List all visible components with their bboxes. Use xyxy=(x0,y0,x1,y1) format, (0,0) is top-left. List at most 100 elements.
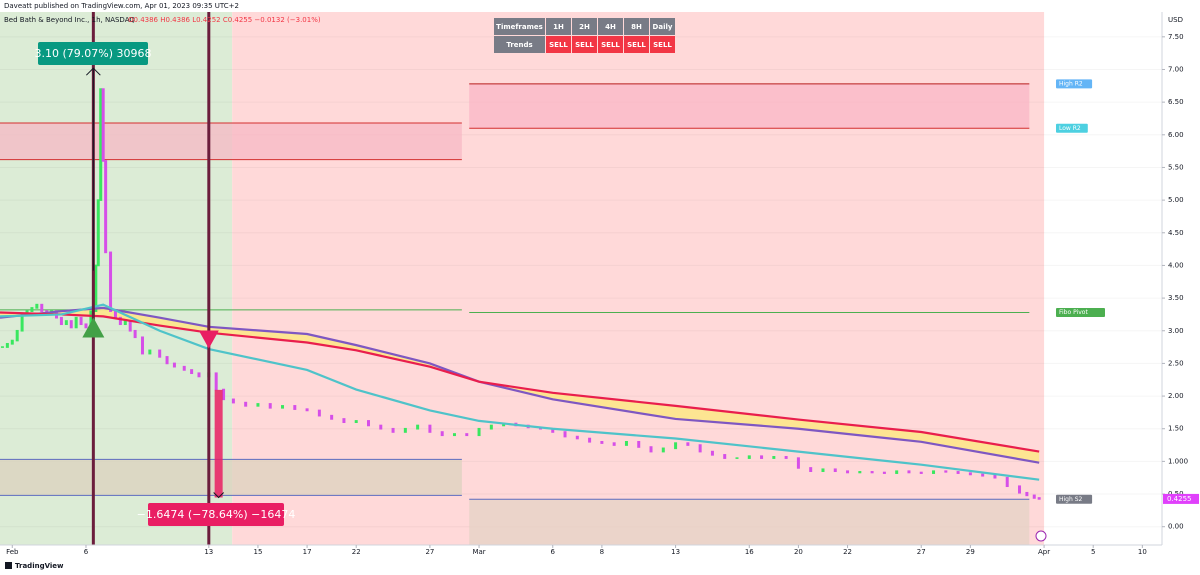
candle xyxy=(0,346,4,348)
y-tick-label: 6.00 xyxy=(1168,131,1184,139)
candle xyxy=(637,440,641,448)
candle xyxy=(5,343,9,348)
signal-arrow xyxy=(82,317,105,338)
candle xyxy=(317,409,321,417)
x-tick-label: 10 xyxy=(1138,548,1147,556)
measure-arrow xyxy=(213,492,224,499)
table-text: 1H xyxy=(553,23,564,31)
table-text: Daily xyxy=(653,23,673,31)
candle xyxy=(968,472,972,476)
table-text: 4H xyxy=(605,23,616,31)
candle xyxy=(104,160,108,254)
table-cell xyxy=(546,18,571,35)
candle xyxy=(907,470,911,474)
x-tick-label: 5 xyxy=(1091,548,1095,556)
candle xyxy=(1032,494,1036,499)
candle xyxy=(735,457,739,459)
candle xyxy=(305,408,309,412)
candle xyxy=(268,403,272,409)
candle xyxy=(190,369,194,375)
table-text: SELL xyxy=(627,41,646,49)
candle xyxy=(796,457,800,469)
candle xyxy=(600,440,604,444)
symbol: Bed Bath & Beyond Inc., 1h, NASDAQ xyxy=(4,16,135,24)
replay-icon xyxy=(1035,530,1047,542)
footer: TradingView xyxy=(15,562,64,570)
candle xyxy=(624,440,628,446)
table-text: Timeframes xyxy=(496,23,543,31)
candle xyxy=(123,320,127,326)
candle xyxy=(723,454,727,459)
candle xyxy=(214,372,218,391)
table-text: SELL xyxy=(575,41,594,49)
candle xyxy=(40,303,44,312)
x-tick-label: 13 xyxy=(671,548,680,556)
candle xyxy=(128,320,132,332)
table-cell xyxy=(598,36,623,53)
candle xyxy=(686,442,690,446)
zone xyxy=(0,123,462,160)
table-text: Trends xyxy=(506,41,532,49)
candle xyxy=(575,435,579,440)
candle xyxy=(133,329,137,339)
candle xyxy=(809,467,813,472)
candle xyxy=(96,199,100,267)
candle xyxy=(69,320,73,329)
zone xyxy=(469,83,1030,129)
candle xyxy=(784,456,788,459)
table-cell xyxy=(650,36,675,53)
candle xyxy=(895,470,899,474)
table-cell xyxy=(624,36,649,53)
candle xyxy=(563,431,567,438)
candle xyxy=(870,471,874,474)
candle xyxy=(833,468,837,472)
candle xyxy=(15,329,19,342)
y-tick-label: 6.50 xyxy=(1168,98,1184,106)
y-tick-label: 4.50 xyxy=(1168,229,1184,237)
candle xyxy=(74,316,78,329)
y-tick-label: 5.00 xyxy=(1168,196,1184,204)
candle xyxy=(944,470,948,473)
candle xyxy=(452,433,456,437)
candle xyxy=(293,405,297,410)
candle xyxy=(197,372,201,378)
candle xyxy=(993,474,997,479)
candle xyxy=(113,310,117,319)
session-background xyxy=(0,12,233,545)
candle xyxy=(231,398,235,404)
candle xyxy=(649,446,653,453)
candle xyxy=(760,455,764,459)
candle xyxy=(416,424,420,430)
x-tick-label: 16 xyxy=(745,548,754,556)
zone xyxy=(0,459,462,496)
x-tick-label: 29 xyxy=(966,548,975,556)
candle xyxy=(391,427,395,433)
measure-box xyxy=(148,503,284,526)
y-tick-label: 3.00 xyxy=(1168,327,1184,335)
candle xyxy=(99,88,103,201)
y-tick-label: 1.50 xyxy=(1168,425,1184,433)
candle xyxy=(64,320,68,326)
level-label: High R2 xyxy=(1059,80,1083,87)
candle xyxy=(101,88,105,162)
x-tick-label: 17 xyxy=(303,548,312,556)
candle xyxy=(379,424,383,430)
measure-arrow xyxy=(85,67,101,76)
level-tag xyxy=(1056,123,1088,133)
candle xyxy=(109,251,113,312)
candle xyxy=(10,339,14,345)
candle xyxy=(661,447,665,453)
table-cell xyxy=(624,18,649,35)
measure-bar xyxy=(214,389,223,498)
candle xyxy=(747,455,751,459)
candle xyxy=(710,450,714,456)
level-tag xyxy=(1056,79,1093,89)
candle xyxy=(158,349,162,358)
candle xyxy=(35,303,39,309)
x-tick-label: 27 xyxy=(917,548,926,556)
x-tick-label: 20 xyxy=(794,548,803,556)
candle xyxy=(165,356,169,365)
candle xyxy=(256,403,260,407)
table-cell xyxy=(650,18,675,35)
